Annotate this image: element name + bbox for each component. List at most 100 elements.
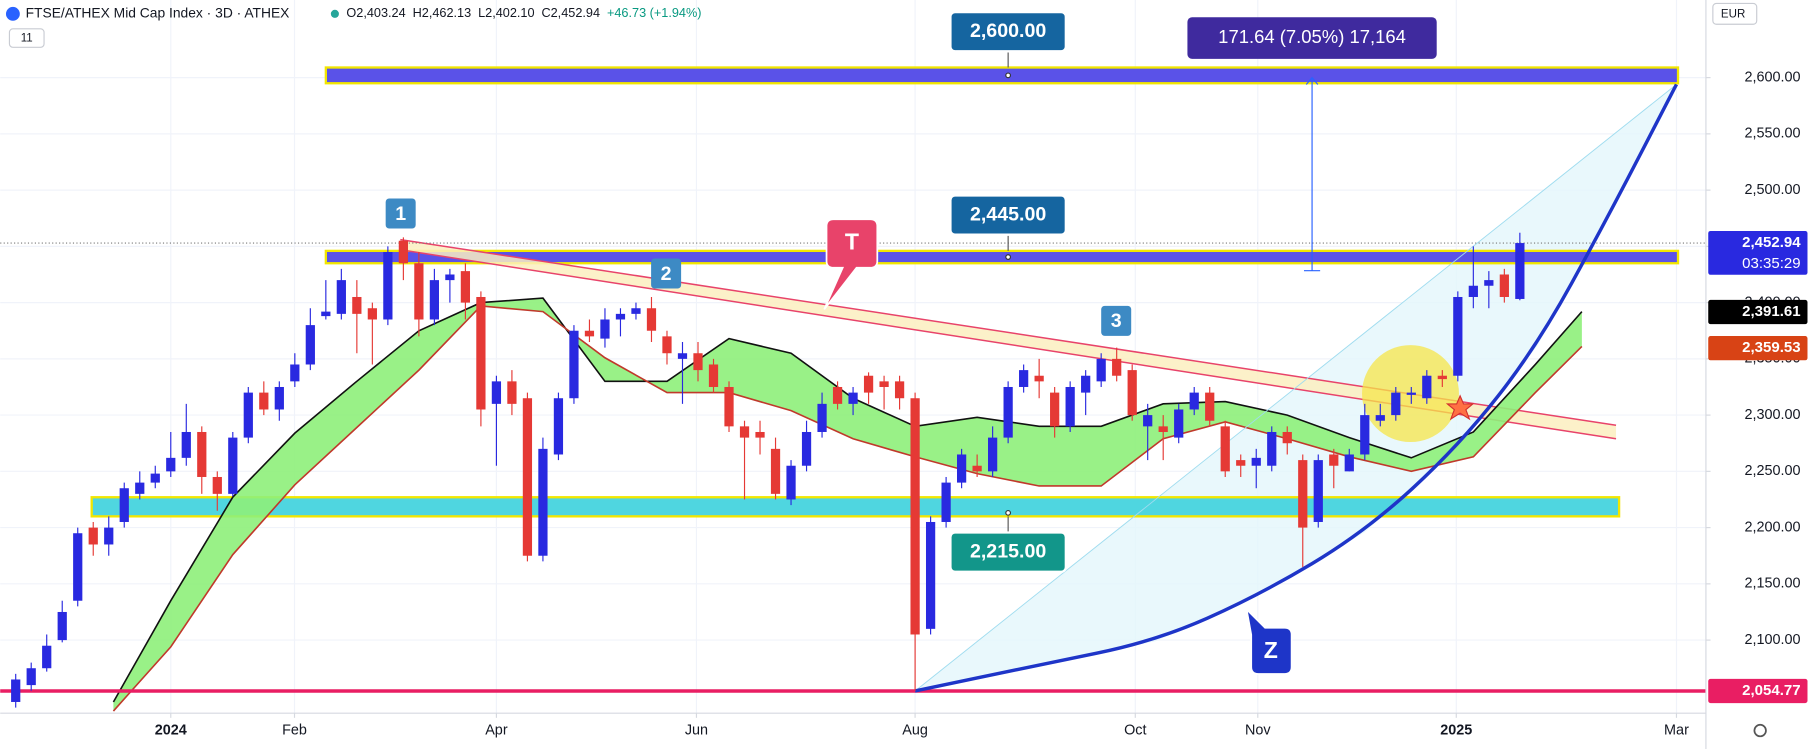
- candle-body: [212, 476, 222, 494]
- z-label-box: [1245, 606, 1293, 675]
- x-tick-label: Apr: [485, 722, 508, 738]
- candle-body: [476, 296, 486, 410]
- candle-body: [1453, 296, 1463, 376]
- candle-body: [367, 308, 377, 320]
- z-curve: [914, 83, 1679, 693]
- y-tick-label: 2,100.00: [1744, 632, 1800, 648]
- candle-body: [538, 448, 548, 556]
- measure-label-box: [1187, 17, 1437, 59]
- candle-body: [1313, 460, 1323, 522]
- header-value: O2,403.24: [346, 6, 405, 20]
- candle-body: [1282, 431, 1292, 444]
- candle-body: [460, 271, 471, 303]
- zone-label: 2,445.00: [970, 203, 1046, 225]
- candle-body: [708, 364, 719, 387]
- candle-body: [1468, 285, 1478, 297]
- trend-band-fill: [400, 239, 1617, 439]
- candle-body: [321, 311, 331, 317]
- candle-body: [1236, 460, 1246, 466]
- candle-body: [104, 527, 114, 545]
- x-tick-label: Jun: [685, 722, 708, 738]
- trend-label: T: [845, 229, 859, 255]
- candle-body: [1515, 243, 1525, 299]
- candle-body: [631, 308, 641, 314]
- wave-label: 3: [1111, 310, 1122, 332]
- indicator-badge[interactable]: 11: [21, 33, 33, 45]
- price-tag: [1708, 230, 1808, 275]
- candle-body: [1158, 426, 1168, 432]
- candle-body: [445, 274, 455, 281]
- candle-body: [1391, 392, 1401, 416]
- candle-body: [1267, 431, 1277, 466]
- wave-label-box: [1101, 305, 1132, 336]
- candle-body: [522, 398, 533, 556]
- candle-body: [352, 296, 362, 314]
- candle-body: [956, 454, 967, 483]
- currency-box[interactable]: [1712, 2, 1758, 25]
- candle-body: [925, 521, 936, 629]
- trend-label-box: [823, 218, 879, 310]
- candle-body: [600, 319, 610, 339]
- candle-body: [693, 353, 703, 371]
- candle-body: [1220, 426, 1230, 472]
- symbol-title[interactable]: FTSE/ATHEX Mid Cap Index · 3D · ATHEX: [26, 5, 290, 21]
- y-tick-label: 2,300.00: [1744, 407, 1800, 423]
- candle-body: [1437, 375, 1447, 380]
- measure-label: 171.64 (7.05%) 17,164: [1218, 26, 1406, 47]
- candle-body: [770, 448, 781, 494]
- candle-body: [274, 386, 284, 410]
- zone-anchor: [1005, 510, 1012, 516]
- x-tick-label: 2024: [155, 722, 187, 738]
- candle-body: [832, 386, 843, 404]
- price-tag: [1708, 336, 1808, 361]
- candle-body: [662, 336, 672, 354]
- zone: [90, 496, 1621, 518]
- header-values: O2,403.24 H2,462.13 L2,402.10 C2,452.94 +46.…: [346, 6, 701, 20]
- zone-anchor: [1005, 254, 1012, 260]
- x-tick-label: Mar: [1664, 722, 1689, 738]
- price-tag: [1708, 678, 1808, 704]
- candle-body: [57, 611, 67, 641]
- candle-body: [972, 465, 982, 472]
- zone-label: 2,600.00: [970, 20, 1046, 42]
- candle-body: [615, 313, 626, 320]
- candle-body: [150, 473, 160, 483]
- candle-body: [677, 353, 688, 359]
- candle-body: [739, 426, 750, 438]
- candle-body: [1050, 392, 1060, 427]
- candle-body: [553, 398, 564, 455]
- price-tag-label: 2,452.94: [1742, 234, 1801, 251]
- zone-anchor: [1005, 72, 1012, 79]
- candle-body: [243, 392, 253, 438]
- candle-body: [1375, 415, 1385, 421]
- settings-icon[interactable]: [1753, 723, 1767, 738]
- zone-label-box: [949, 194, 1067, 236]
- header-value: +46.73 (+1.94%): [607, 6, 702, 20]
- candle-body: [429, 280, 440, 320]
- candle-body: [259, 392, 269, 410]
- y-tick-label: 2,600.00: [1744, 69, 1800, 85]
- candle-body: [1499, 274, 1509, 297]
- header: FTSE/ATHEX Mid Cap Index · 3D · ATHEX O2…: [5, 2, 1767, 738]
- currency[interactable]: EUR: [1721, 8, 1745, 20]
- candle-body: [1205, 392, 1215, 421]
- candle-body: [817, 403, 827, 432]
- candle-body: [1143, 415, 1153, 427]
- header-value: H2,462.13: [413, 6, 472, 20]
- candle-body: [1422, 375, 1432, 399]
- candle-body: [383, 251, 393, 320]
- candle-body: [584, 330, 595, 337]
- indicator-badge-box[interactable]: [8, 28, 45, 48]
- axes: 2,100.00 2,150.00 2,200.00 2,250.00 2,300.00…: [155, 69, 1808, 738]
- candle-body: [181, 431, 191, 458]
- header-value: L2,402.10: [478, 6, 534, 20]
- signal-star: [1445, 394, 1475, 421]
- candle-body: [336, 280, 346, 314]
- candle-body: [1112, 358, 1122, 376]
- z-label: Z: [1264, 637, 1278, 663]
- candle-body: [1034, 375, 1044, 382]
- price-tag-sub: 03:35:29: [1742, 255, 1800, 272]
- candle-body: [1003, 386, 1013, 438]
- candle-body: [1019, 370, 1029, 387]
